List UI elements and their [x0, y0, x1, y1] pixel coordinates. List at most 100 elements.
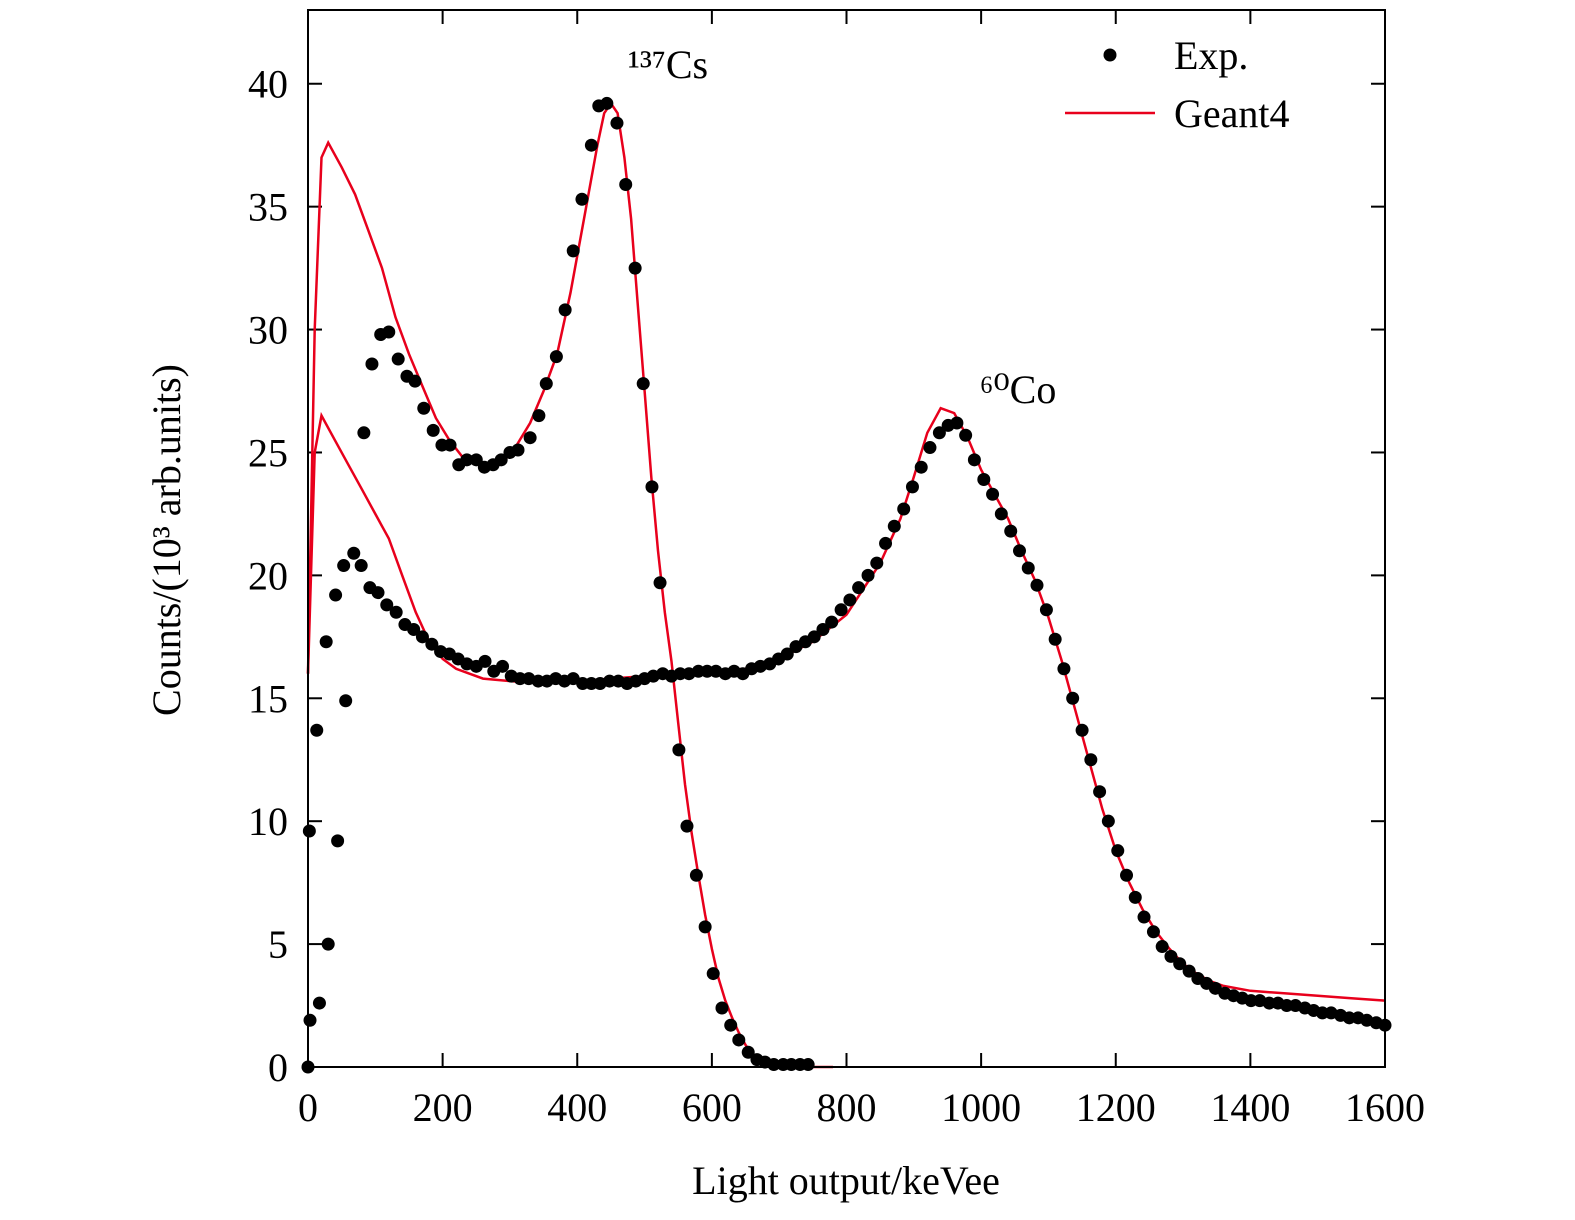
exp-point: [852, 581, 866, 595]
exp-point: [950, 416, 964, 430]
exp-point: [1164, 949, 1178, 963]
exp-point: [1182, 964, 1196, 978]
exp-point: [825, 615, 839, 629]
x-tick-label: 400: [547, 1085, 607, 1130]
geant4-line: [306, 406, 1386, 1002]
exp-point: [478, 654, 492, 668]
exp-point: [861, 568, 875, 582]
exp-point: [879, 536, 893, 550]
annotation: ⁶⁰Co: [980, 367, 1057, 412]
exp-point: [724, 1018, 738, 1032]
exp-point: [380, 598, 394, 612]
exp-point: [672, 743, 686, 757]
exp-point: [539, 377, 553, 391]
exp-point: [843, 593, 857, 607]
exp-point: [1066, 691, 1080, 705]
exp-point: [347, 546, 361, 560]
exp-point: [706, 967, 720, 981]
y-tick-label: 15: [248, 676, 288, 721]
exp-point: [967, 453, 981, 467]
y-tick-label: 20: [248, 553, 288, 598]
exp-point: [1057, 662, 1071, 676]
y-tick-label: 0: [268, 1045, 288, 1090]
legend-marker: [1103, 48, 1117, 62]
exp-point: [807, 630, 821, 644]
x-tick-label: 600: [682, 1085, 742, 1130]
y-tick-label: 35: [248, 185, 288, 230]
exp-point: [407, 622, 421, 636]
exp-point: [425, 637, 439, 651]
y-tick-label: 10: [248, 799, 288, 844]
exp-point: [523, 431, 537, 445]
exp-point: [532, 409, 546, 423]
exp-point: [549, 350, 563, 364]
exp-point: [319, 635, 333, 649]
exp-point: [887, 519, 901, 533]
exp-point: [619, 178, 633, 192]
exp-point: [357, 426, 371, 440]
exp-point: [391, 352, 405, 366]
exp-point: [610, 116, 624, 130]
exp-point: [1173, 957, 1187, 971]
exp-point: [645, 480, 659, 494]
exp-point: [932, 426, 946, 440]
y-tick-label: 5: [268, 922, 288, 967]
exp-point: [959, 428, 973, 442]
exp-point: [1075, 723, 1089, 737]
legend-label: Geant4: [1174, 91, 1290, 136]
exp-point: [1137, 910, 1151, 924]
exp-point: [558, 303, 572, 317]
exp-point: [460, 453, 474, 467]
exp-point: [816, 622, 830, 636]
y-tick-label: 30: [248, 308, 288, 353]
exp-point: [1155, 940, 1169, 954]
exp-point: [382, 325, 396, 339]
exp-point: [1039, 603, 1053, 617]
exp-point: [339, 694, 353, 708]
annotation: ¹³⁷Cs: [628, 42, 708, 87]
exp-point: [1048, 632, 1062, 646]
exp-point: [986, 487, 1000, 501]
x-tick-label: 1600: [1345, 1085, 1425, 1130]
x-tick-label: 0: [298, 1085, 318, 1130]
exp-point: [653, 576, 667, 590]
exp-point: [698, 920, 712, 934]
exp-point: [905, 480, 919, 494]
legend-label: Exp.: [1174, 33, 1248, 78]
exp-point: [312, 996, 326, 1010]
exp-point: [741, 1045, 755, 1059]
exp-point: [337, 559, 351, 573]
exp-point: [834, 603, 848, 617]
x-tick-label: 800: [817, 1085, 877, 1130]
exp-point: [443, 438, 457, 452]
exp-point: [923, 441, 937, 455]
exp-point: [584, 138, 598, 152]
exp-point: [1101, 814, 1115, 828]
exp-point: [365, 357, 379, 371]
y-axis-label: Counts/(10³ arb.units): [144, 364, 189, 716]
exp-point: [977, 473, 991, 487]
exp-point: [331, 834, 345, 848]
exp-point: [496, 659, 510, 673]
exp-point: [329, 588, 343, 602]
exp-point: [870, 556, 884, 570]
exp-point: [1093, 785, 1107, 799]
exp-point: [801, 1058, 815, 1072]
y-tick-label: 40: [248, 62, 288, 107]
exp-point: [1012, 544, 1026, 558]
exp-point: [575, 192, 589, 206]
exp-point: [1021, 561, 1035, 575]
x-axis-label: Light output/keVee: [692, 1158, 1000, 1203]
exp-point: [1084, 753, 1098, 767]
x-tick-label: 1400: [1210, 1085, 1290, 1130]
x-tick-label: 1200: [1076, 1085, 1156, 1130]
exp-point: [680, 819, 694, 833]
exp-point: [321, 937, 335, 951]
exp-point: [628, 261, 642, 275]
exp-point: [408, 374, 422, 388]
exp-point: [303, 1013, 317, 1027]
exp-point: [1111, 844, 1125, 858]
exp-point: [994, 507, 1008, 521]
y-tick-label: 25: [248, 430, 288, 475]
